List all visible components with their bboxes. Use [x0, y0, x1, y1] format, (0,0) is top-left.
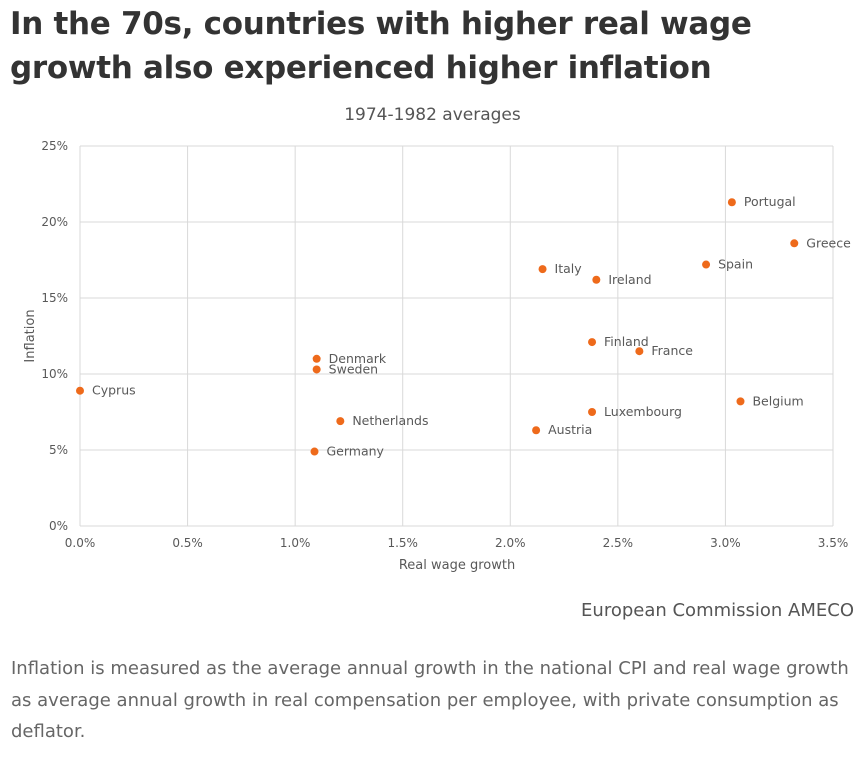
data-point-ireland: Ireland: [592, 272, 652, 287]
y-tick-label: 10%: [41, 367, 68, 381]
x-tick-label: 3.5%: [818, 536, 849, 550]
data-point-france: France: [635, 343, 693, 358]
data-point-sweden: Sweden: [312, 361, 378, 376]
point-label: Netherlands: [352, 413, 428, 428]
point-marker: [790, 239, 799, 248]
data-point-portugal: Portugal: [727, 194, 796, 209]
data-point-netherlands: Netherlands: [336, 413, 429, 428]
data-point-denmark: Denmark: [312, 351, 387, 366]
data-point-luxembourg: Luxembourg: [588, 404, 682, 419]
point-label: Germany: [327, 444, 385, 459]
y-tick-label: 0%: [49, 519, 68, 533]
data-point-germany: Germany: [310, 444, 385, 459]
point-marker: [727, 198, 736, 207]
point-label: Ireland: [608, 272, 651, 287]
point-marker: [312, 354, 321, 363]
point-label: Portugal: [744, 194, 796, 209]
data-point-greece: Greece: [790, 235, 851, 250]
x-tick-label: 1.0%: [280, 536, 311, 550]
point-label: Austria: [548, 422, 592, 437]
point-label: France: [651, 343, 693, 358]
point-label: Denmark: [329, 351, 387, 366]
point-marker: [702, 260, 711, 269]
point-label: Belgium: [752, 393, 803, 408]
point-label: Spain: [718, 257, 753, 272]
source-credit: European Commission AMECO: [581, 600, 854, 621]
x-tick-label: 0.5%: [172, 536, 203, 550]
y-tick-label: 20%: [41, 215, 68, 229]
x-axis-ticks: 0.0% 0.5% 1.0% 1.5% 2.0% 2.5% 3.0% 3.5%: [65, 536, 849, 550]
point-label: Cyprus: [92, 383, 136, 398]
y-axis-ticks: 0% 5% 10% 15% 20% 25%: [41, 139, 68, 533]
point-marker: [312, 365, 321, 374]
point-marker: [532, 426, 541, 435]
y-tick-label: 5%: [49, 443, 68, 457]
x-tick-label: 0.0%: [65, 536, 96, 550]
x-axis-label: Real wage growth: [399, 558, 515, 573]
scatter-chart: 0.0% 0.5% 1.0% 1.5% 2.0% 2.5% 3.0% 3.5% 0% 5% 10%…: [23, 139, 851, 573]
data-point-cyprus: Cyprus: [76, 383, 136, 398]
data-point-italy: Italy: [538, 261, 583, 276]
data-point-spain: Spain: [702, 257, 753, 272]
point-marker: [588, 338, 597, 347]
point-marker: [588, 408, 597, 416]
y-tick-label: 15%: [41, 291, 68, 305]
point-marker: [736, 397, 745, 406]
data-point-belgium: Belgium: [736, 393, 804, 408]
x-tick-label: 3.0%: [710, 536, 741, 550]
chart-title: In the 70s, countries with higher real w…: [10, 6, 752, 86]
chart-subtitle: 1974-1982 averages: [344, 105, 521, 125]
point-label: Luxembourg: [604, 404, 682, 419]
x-tick-label: 2.0%: [495, 536, 526, 550]
point-label: Italy: [555, 261, 583, 276]
point-marker: [336, 417, 345, 426]
data-point-austria: Austria: [532, 422, 592, 437]
point-marker: [310, 447, 319, 456]
point-marker: [592, 275, 601, 284]
chart-grid: [79, 145, 834, 527]
y-tick-label: 25%: [41, 139, 68, 153]
point-marker: [76, 386, 84, 395]
x-tick-label: 1.5%: [387, 536, 418, 550]
point-label: Finland: [604, 334, 649, 349]
point-label: Sweden: [329, 361, 378, 376]
point-marker: [635, 347, 644, 356]
point-marker: [538, 265, 547, 274]
x-tick-label: 2.5%: [603, 536, 634, 550]
point-label: Greece: [806, 235, 851, 250]
y-axis-label: Inflation: [23, 309, 38, 362]
data-point-finland: Finland: [588, 334, 649, 349]
footnote: Inflation is measured as the average ann…: [11, 658, 849, 742]
